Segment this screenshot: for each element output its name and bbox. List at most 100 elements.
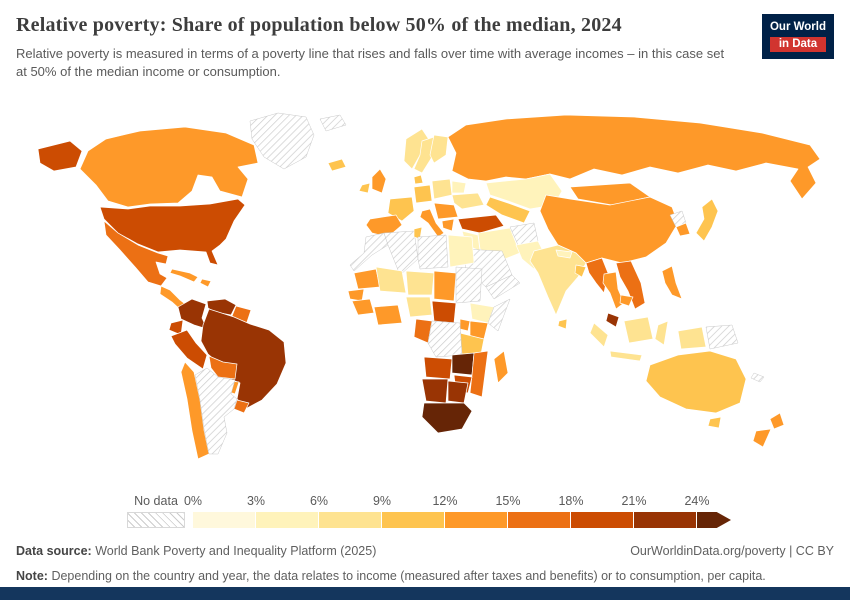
country-iceland[interactable]: [327, 158, 347, 172]
legend-color-bar: [193, 512, 733, 528]
country-botswana[interactable]: [447, 380, 469, 404]
chart-footer: Data source: World Bank Poverty and Ineq…: [16, 543, 834, 585]
legend-tick-label: 0%: [183, 494, 203, 508]
country-myanmar[interactable]: [585, 257, 609, 294]
owid-license-link[interactable]: OurWorldinData.org/poverty | CC BY: [630, 544, 834, 558]
country-libya[interactable]: [417, 234, 449, 270]
country-new-zealand[interactable]: [752, 428, 772, 448]
legend-tick-label: 18%: [558, 494, 584, 508]
country-algeria[interactable]: [383, 230, 419, 276]
country-denmark[interactable]: [413, 174, 424, 185]
country-indonesia[interactable]: [623, 316, 654, 344]
country-brazil[interactable]: [200, 308, 287, 409]
legend-arrow-segment[interactable]: [697, 512, 731, 528]
country-mali[interactable]: [375, 266, 407, 294]
legend-segment-3[interactable]: [382, 512, 444, 528]
country-finland[interactable]: [429, 134, 449, 164]
no-data-swatch[interactable]: [127, 512, 185, 528]
country-bangladesh[interactable]: [574, 264, 587, 278]
country-mauritania[interactable]: [353, 268, 381, 290]
country-germany[interactable]: [413, 184, 433, 204]
legend-segment-6[interactable]: [571, 512, 633, 528]
country-ireland[interactable]: [358, 182, 371, 194]
country-united-states[interactable]: [99, 198, 246, 266]
country-senegal[interactable]: [347, 288, 365, 302]
country-zambia[interactable]: [451, 352, 475, 376]
country-greenland[interactable]: [249, 112, 315, 170]
country-cameroon[interactable]: [431, 300, 457, 324]
country-sudan[interactable]: [455, 266, 483, 304]
legend-tick-label: 15%: [495, 494, 521, 508]
country-cuba[interactable]: [169, 268, 199, 283]
country-dominican-republic[interactable]: [199, 278, 212, 288]
country-china[interactable]: [539, 194, 679, 264]
country-australia[interactable]: [645, 350, 747, 414]
country-philippines[interactable]: [661, 265, 683, 300]
country-sri-lanka[interactable]: [557, 318, 568, 330]
country-mozambique[interactable]: [469, 350, 489, 398]
country-thailand[interactable]: [602, 271, 625, 310]
country-india[interactable]: [529, 244, 587, 316]
country-south-korea[interactable]: [675, 222, 691, 237]
country-nigeria[interactable]: [405, 296, 433, 318]
country-greece[interactable]: [441, 218, 455, 232]
legend-tick-labels: 0% 3% 6% 9% 12% 15% 18% 21% 24%: [184, 494, 733, 512]
country-cambodia[interactable]: [619, 294, 634, 307]
country-japan[interactable]: [695, 198, 719, 242]
country-egypt[interactable]: [447, 234, 475, 268]
country-uganda[interactable]: [459, 318, 471, 332]
country-svalbard[interactable]: [319, 114, 347, 132]
country-indonesia[interactable]: [654, 320, 669, 346]
country-indonesia[interactable]: [609, 350, 643, 362]
country-south-africa[interactable]: [421, 402, 473, 434]
country-united-kingdom[interactable]: [371, 168, 387, 194]
country-canada[interactable]: [79, 126, 259, 208]
country-romania[interactable]: [433, 202, 459, 220]
country-niger[interactable]: [405, 270, 435, 296]
country-australia[interactable]: [707, 416, 722, 429]
country-nepal[interactable]: [555, 249, 573, 259]
legend-tick-label: 9%: [372, 494, 392, 508]
data-source-label: Data source:: [16, 544, 92, 558]
legend-segment-1[interactable]: [256, 512, 318, 528]
country-peru[interactable]: [170, 329, 208, 370]
country-indonesia[interactable]: [677, 326, 707, 350]
country-new-zealand[interactable]: [769, 412, 785, 430]
country-guinea[interactable]: [351, 298, 375, 316]
legend-segment-0[interactable]: [193, 512, 255, 528]
country-argentina[interactable]: [194, 367, 238, 455]
legend-segment-2[interactable]: [319, 512, 381, 528]
country-vietnam[interactable]: [615, 260, 646, 310]
country-somalia[interactable]: [487, 298, 511, 332]
country-yemen[interactable]: [485, 274, 521, 300]
legend-tick-label: 24%: [684, 494, 710, 508]
legend-segment-5[interactable]: [508, 512, 570, 528]
country-malaysia[interactable]: [605, 312, 620, 328]
chart-header: Relative poverty: Share of population be…: [16, 14, 834, 82]
owid-logo[interactable]: Our World in Data: [761, 14, 834, 60]
country-united-states[interactable]: [37, 140, 83, 172]
country-madagascar[interactable]: [493, 350, 509, 384]
legend-segment-7[interactable]: [634, 512, 696, 528]
country-turkey[interactable]: [457, 214, 505, 234]
country-ukraine[interactable]: [451, 192, 485, 210]
country-ghana[interactable]: [373, 304, 403, 326]
country-papua-new-guinea[interactable]: [705, 324, 739, 350]
country-mexico[interactable]: [103, 220, 169, 287]
country-uzbekistan[interactable]: [485, 196, 531, 224]
country-democratic-republic-of-congo[interactable]: [427, 320, 463, 358]
country-indonesia[interactable]: [589, 322, 609, 348]
country-new-caledonia[interactable]: [750, 372, 765, 383]
country-poland[interactable]: [431, 178, 453, 200]
legend-segment-4[interactable]: [445, 512, 507, 528]
bottom-accent-bar: [0, 587, 850, 600]
country-belarus[interactable]: [451, 180, 467, 194]
country-namibia[interactable]: [421, 378, 449, 404]
country-bolivia[interactable]: [208, 355, 238, 380]
country-chad[interactable]: [433, 270, 457, 302]
country-morocco[interactable]: [349, 232, 389, 272]
legend-colorbar: 0% 3% 6% 9% 12% 15% 18% 21% 24%: [184, 494, 733, 528]
country-angola[interactable]: [423, 356, 453, 380]
data-source-text: World Bank Poverty and Inequality Platfo…: [95, 544, 377, 558]
country-italy[interactable]: [419, 208, 445, 238]
